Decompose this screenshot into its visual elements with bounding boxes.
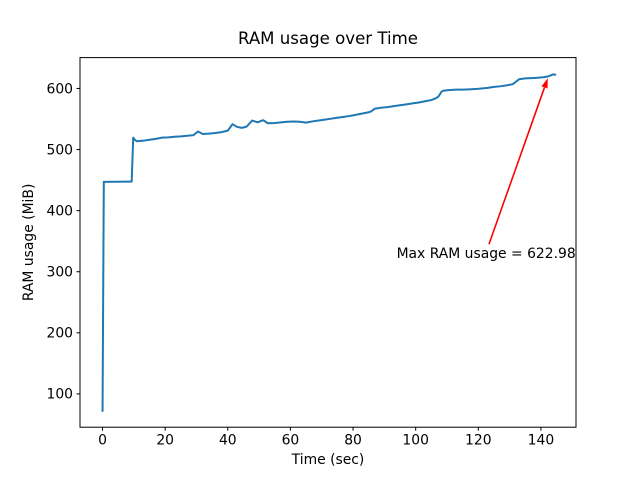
x-tick-label: 40 (219, 433, 237, 449)
x-tick-label: 120 (465, 433, 492, 449)
y-axis-label: RAM usage (MiB) (21, 184, 37, 302)
ram-usage-line (101, 73, 557, 413)
y-tick-label: 600 (46, 81, 73, 97)
x-tick-label: 0 (98, 433, 107, 449)
annotation-arrow-shaft (488, 87, 546, 245)
y-tick-label: 500 (46, 142, 73, 158)
x-axis-ticks: 0 20 40 60 80 100 120 140 (98, 427, 554, 449)
x-tick-label: 60 (282, 433, 300, 449)
y-tick-label: 300 (46, 265, 73, 281)
chart-title: RAM usage over Time (238, 29, 418, 48)
x-tick-label: 140 (528, 433, 555, 449)
x-tick-label: 20 (156, 433, 174, 449)
series-ram-usage (101, 73, 557, 413)
y-axis-ticks: 100 200 300 400 500 600 (46, 81, 80, 403)
x-axis-label: Time (sec) (291, 452, 365, 468)
y-tick-label: 100 (46, 387, 73, 403)
x-tick-label: 100 (402, 433, 429, 449)
max-annotation: Max RAM usage = 622.98 (397, 78, 576, 262)
max-annotation-label: Max RAM usage = 622.98 (397, 246, 576, 262)
annotation-arrow-head (541, 78, 548, 89)
plot-area-border (79, 57, 577, 428)
x-tick-label: 80 (344, 433, 362, 449)
y-tick-label: 200 (46, 326, 73, 342)
y-tick-label: 400 (46, 203, 73, 219)
